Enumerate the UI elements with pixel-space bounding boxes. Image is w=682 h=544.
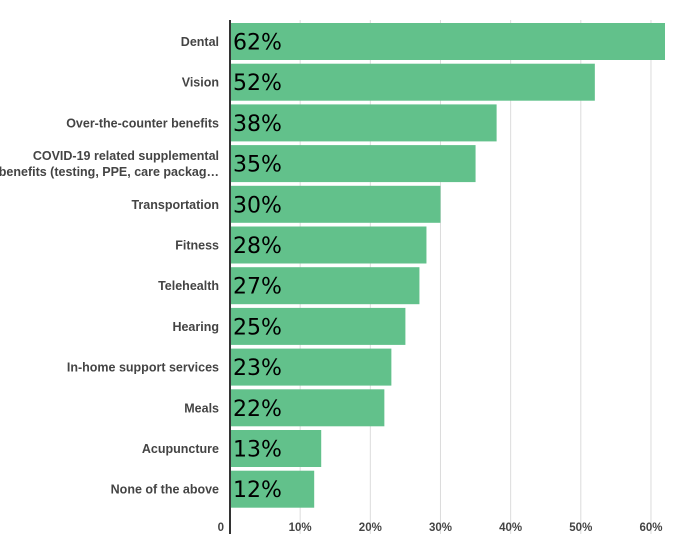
category-label: In-home support services: [67, 361, 219, 375]
bar: [230, 145, 476, 183]
bar: [230, 389, 385, 427]
data-label: 22%: [233, 397, 282, 422]
category-label: COVID-19 related supplemental: [33, 149, 219, 163]
category-labels: Dental Vision Over-the-counter benefits COV…: [0, 35, 219, 497]
category-label: None of the above: [111, 483, 219, 497]
data-label: 25%: [233, 315, 282, 340]
x-axis-tick-labels: 0 10% 20% 30% 40% 50% 60%: [218, 522, 663, 534]
x-tick-label: 60%: [639, 522, 662, 534]
x-tick-label: 10%: [289, 522, 312, 534]
category-label: Fitness: [175, 239, 219, 253]
data-label: 28%: [233, 234, 282, 259]
x-tick-label: 0: [218, 522, 224, 534]
data-label: 35%: [233, 153, 282, 178]
data-label: 30%: [233, 193, 282, 218]
category-label: Telehealth: [158, 279, 219, 293]
bar: [230, 430, 322, 467]
category-label: Meals: [184, 401, 219, 415]
value-labels: 62% 52% 38% 35% 30% 28% 27% 25% 23% 22% 13% 12%: [233, 31, 282, 504]
data-label: 38%: [233, 112, 282, 137]
data-label: 62%: [233, 31, 282, 56]
bar: [230, 63, 595, 101]
category-label: Dental: [181, 35, 219, 49]
bar: [230, 470, 315, 508]
category-label: Vision: [182, 76, 219, 90]
bar: [230, 307, 406, 345]
bar: [230, 104, 497, 142]
data-label: 27%: [233, 275, 282, 300]
category-label: Transportation: [131, 198, 219, 212]
data-label: 13%: [233, 438, 282, 463]
bar: [230, 185, 441, 223]
bar: [230, 23, 665, 60]
bar: [230, 348, 392, 386]
x-tick-label: 40%: [499, 522, 522, 534]
category-label: Acupuncture: [142, 442, 219, 456]
x-tick-label: 50%: [569, 522, 592, 534]
bar: [230, 226, 427, 264]
bar: [230, 267, 420, 305]
category-label: Over-the-counter benefits: [66, 116, 219, 130]
data-label: 12%: [233, 478, 282, 503]
x-tick-label: 30%: [429, 522, 452, 534]
category-label: Hearing: [172, 320, 219, 334]
data-label: 52%: [233, 71, 282, 96]
category-label: benefits (testing, PPE, care packag…: [0, 165, 219, 179]
data-label: 23%: [233, 356, 282, 381]
bars: [230, 23, 665, 508]
x-tick-label: 20%: [359, 522, 382, 534]
